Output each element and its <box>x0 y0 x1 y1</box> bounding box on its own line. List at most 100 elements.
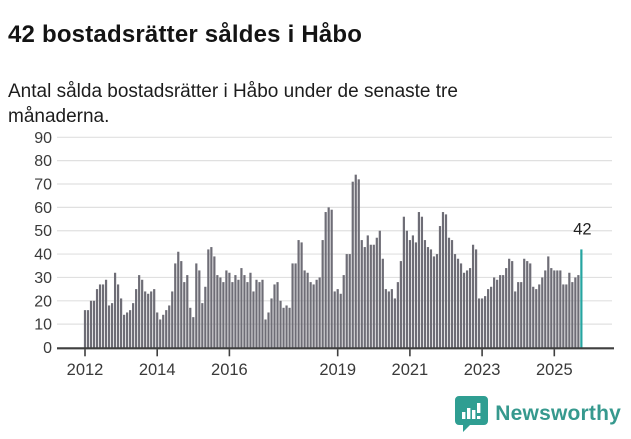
bar <box>526 261 529 349</box>
bar <box>249 272 252 349</box>
x-axis-label: 2023 <box>464 361 501 379</box>
bar <box>354 174 357 349</box>
bar <box>95 289 99 349</box>
bar <box>228 272 231 349</box>
bar <box>324 212 327 349</box>
bar <box>508 258 511 349</box>
bar <box>225 270 228 349</box>
bar <box>471 244 475 349</box>
bar <box>189 307 192 349</box>
y-axis-label: 20 <box>34 293 52 310</box>
bar <box>547 256 550 349</box>
bar <box>300 242 303 349</box>
bar <box>363 247 366 349</box>
bar <box>303 270 306 349</box>
bar <box>101 284 105 349</box>
bar <box>207 249 210 349</box>
bar <box>477 298 481 349</box>
bar <box>429 249 433 349</box>
bar <box>532 286 535 349</box>
bar <box>159 319 162 349</box>
bar <box>417 212 421 349</box>
bar <box>294 263 297 349</box>
bar <box>171 291 174 349</box>
bar <box>468 268 472 349</box>
bar <box>405 230 408 349</box>
bar <box>123 314 126 349</box>
bar <box>92 300 96 349</box>
bar <box>216 275 219 349</box>
bar <box>258 282 261 349</box>
bar <box>553 270 556 349</box>
x-axis-label: 2016 <box>211 361 248 379</box>
bar <box>496 279 499 349</box>
bar <box>502 275 505 349</box>
bar <box>351 181 354 349</box>
bar <box>544 270 547 349</box>
x-axis-label: 2025 <box>536 361 573 379</box>
bar <box>291 263 294 349</box>
bar <box>213 256 216 349</box>
bar <box>465 270 469 349</box>
bar <box>312 284 315 349</box>
bar <box>550 268 553 349</box>
bar <box>414 242 418 349</box>
bar <box>237 279 240 349</box>
bar <box>565 284 568 349</box>
bar <box>562 284 565 349</box>
bar <box>484 296 487 349</box>
bar <box>330 209 333 349</box>
bar <box>517 282 520 349</box>
bar <box>264 319 267 349</box>
bar <box>147 293 150 349</box>
bar <box>240 268 243 349</box>
bar <box>336 289 339 349</box>
bar <box>276 282 279 349</box>
bar <box>186 275 189 349</box>
bar <box>204 286 207 349</box>
bar <box>402 216 405 349</box>
bar <box>372 244 375 349</box>
bar <box>450 240 454 349</box>
bar <box>174 263 177 349</box>
bar <box>396 282 399 349</box>
bar <box>192 317 195 349</box>
bar-chart-speech-bubble-icon <box>455 396 489 432</box>
newsworthy-logo: Newsworthy <box>455 395 621 432</box>
bar <box>120 298 123 349</box>
y-axis-label: 90 <box>34 130 52 147</box>
bar <box>267 312 270 349</box>
bar <box>273 284 276 349</box>
bar <box>444 214 448 349</box>
bar <box>180 261 183 349</box>
bar <box>219 277 222 349</box>
bar <box>474 249 478 349</box>
bar <box>366 235 369 349</box>
bar <box>357 179 360 349</box>
x-axis-label: 2021 <box>392 361 429 379</box>
bar <box>360 240 363 349</box>
bar <box>98 284 102 349</box>
y-axis-label: 60 <box>34 200 52 217</box>
bar <box>520 282 523 349</box>
bar <box>375 237 378 349</box>
bar <box>153 289 156 349</box>
bar <box>435 254 439 349</box>
bar <box>89 300 93 349</box>
bar <box>210 247 213 349</box>
bar <box>411 235 415 349</box>
bar <box>150 291 153 349</box>
bar <box>144 291 147 349</box>
bar <box>487 289 490 349</box>
x-axis-label: 2014 <box>139 361 176 379</box>
bar <box>315 279 318 349</box>
value-annotation: 42 <box>573 220 591 238</box>
bar <box>183 282 186 349</box>
bar <box>165 310 168 349</box>
y-axis-label: 40 <box>34 247 52 264</box>
bar <box>393 298 396 349</box>
bar <box>381 258 384 349</box>
bar <box>541 277 544 349</box>
bar <box>177 251 180 349</box>
